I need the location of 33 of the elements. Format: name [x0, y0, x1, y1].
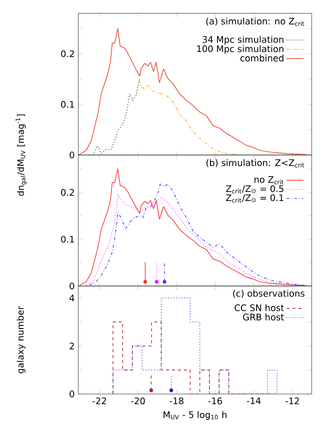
x-axis-title: M$_{UV}$ - 5 log$_{10}$ h [164, 411, 226, 420]
line-series [78, 28, 307, 155]
x-tick-label: -14 [246, 398, 261, 404]
legend-label: 100 Mpc simulation [197, 45, 284, 54]
line-series [78, 168, 307, 286]
y-tick-label: 4 [70, 294, 74, 302]
line-series [138, 80, 240, 155]
x-tick-label: -18 [170, 398, 184, 404]
y-tick-label: 0 [70, 282, 74, 290]
y-axis-title: galaxy number [16, 306, 26, 374]
chart-title: (a) simulation: no Z$_{crit}$ [206, 18, 304, 26]
y-axis-title: dn$_{gal}$/dM$_{UV}$ [mag$^{-1}$] [16, 114, 27, 196]
y-tick-label: 0.1 [61, 101, 74, 108]
x-tick-label: -20 [131, 398, 145, 404]
legend-label: CC SN host [234, 304, 284, 312]
y-tick-label: 2 [70, 342, 74, 350]
legend-label: no Z$_{crit}$ [254, 176, 284, 184]
x-tick-label: -16 [208, 398, 222, 404]
legend-label: Z$_{crit}$/Z$_{⊙}$ = 0.5 [226, 185, 284, 194]
chart-title: (c) observations [233, 290, 304, 298]
legend-label: GRB host [243, 314, 284, 320]
x-tick-label: -12 [286, 398, 299, 404]
y-tick-label: 0.2 [61, 189, 74, 196]
y-tick-label: 0 [70, 390, 74, 398]
x-tick-label: -22 [92, 398, 106, 404]
y-tick-label: 0.1 [61, 236, 74, 243]
legend-label: combined [240, 54, 284, 62]
legend-label: 34 Mpc simulation [202, 36, 284, 45]
y-tick-label: 0 [70, 152, 74, 158]
y-tick-label: 0.2 [61, 50, 74, 58]
chart-title: (b) simulation: Z<Z$_{crit}$ [206, 159, 304, 168]
legend-label: Z$_{crit}$/Z$_{⊙}$ = 0.1 [226, 194, 284, 203]
line-series [92, 78, 140, 155]
